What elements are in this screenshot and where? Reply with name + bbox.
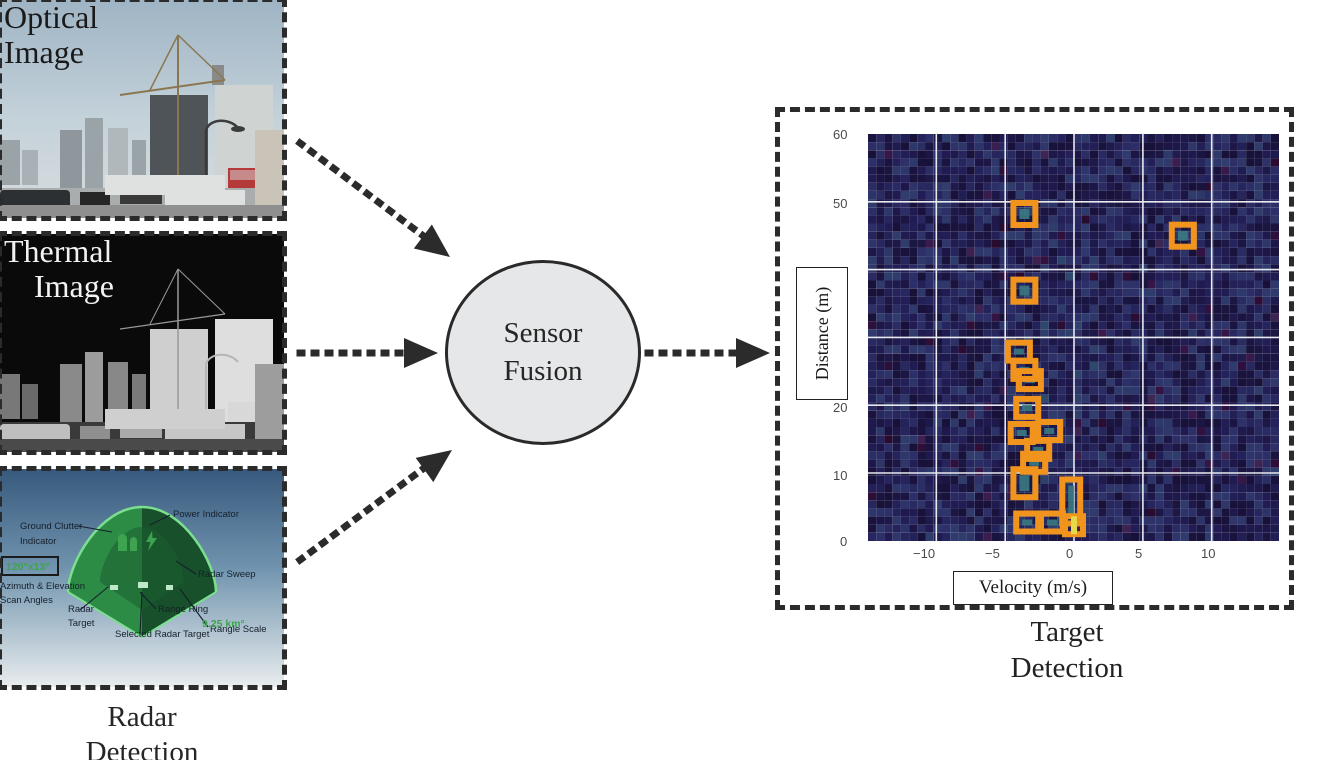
svg-text:Azimuth & Elevation: Azimuth & Elevation [0, 581, 85, 592]
svg-text:9.25 km°: 9.25 km° [202, 618, 245, 630]
svg-text:Radar Sweep: Radar Sweep [198, 569, 256, 580]
svg-text:Ground Clutter: Ground Clutter [20, 521, 82, 532]
svg-text:Power Indicator: Power Indicator [173, 509, 239, 520]
svg-text:Scan Angles: Scan Angles [0, 595, 53, 606]
svg-text:120°x13°: 120°x13° [6, 561, 49, 573]
svg-text:Target: Target [68, 618, 95, 629]
svg-text:Indicator: Indicator [20, 536, 56, 547]
svg-text:Range Ring: Range Ring [158, 604, 208, 615]
svg-text:Selected Radar Target: Selected Radar Target [115, 629, 210, 640]
